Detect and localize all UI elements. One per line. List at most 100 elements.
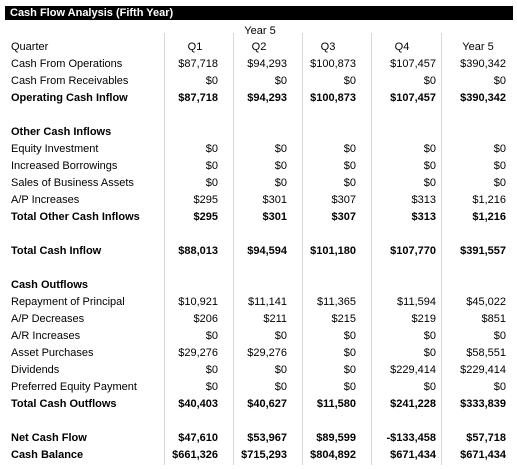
cell-q4: $0 xyxy=(423,160,436,172)
cell-q2: $53,967 xyxy=(247,432,287,444)
cell-year: $58,551 xyxy=(466,347,506,359)
row-label: Cash From Operations xyxy=(11,58,123,70)
row-label: Sales of Business Assets xyxy=(11,177,134,189)
cell-q3: $100,873 xyxy=(310,58,356,70)
cell-q3: $0 xyxy=(343,347,356,359)
cell-q1: $0 xyxy=(205,330,218,342)
table-row: A/P Increases $295 $301 $307 $313 $1,216 xyxy=(0,192,517,209)
cell-year: $671,434 xyxy=(460,449,506,461)
cell-q2: $0 xyxy=(274,143,287,155)
table-row: Equity Investment $0 $0 $0 $0 $0 xyxy=(0,141,517,158)
cell-q4: $0 xyxy=(423,381,436,393)
cell-q2: $94,293 xyxy=(247,58,287,70)
cell-q1: $0 xyxy=(205,160,218,172)
cell-q1: $0 xyxy=(205,75,218,87)
table-row: Cash Balance $661,326 $715,293 $804,892 … xyxy=(0,447,517,464)
cell-q1: $295 xyxy=(193,211,218,223)
cell-q4: $107,770 xyxy=(390,245,436,257)
header-q2: Q2 xyxy=(251,41,267,53)
report-title: Cash Flow Analysis (Fifth Year) xyxy=(5,6,513,20)
header-q3: Q3 xyxy=(320,41,336,53)
cell-q2: $40,627 xyxy=(247,398,287,410)
table-row: Increased Borrowings $0 $0 $0 $0 $0 xyxy=(0,158,517,175)
table-row: Net Cash Flow $47,610 $53,967 $89,599 -$… xyxy=(0,430,517,447)
table-row: Preferred Equity Payment $0 $0 $0 $0 $0 xyxy=(0,379,517,396)
cell-year: $45,022 xyxy=(466,296,506,308)
cell-q4: $219 xyxy=(411,313,436,325)
cell-q3: $0 xyxy=(343,177,356,189)
cell-q4: $107,457 xyxy=(390,58,436,70)
header-row: Quarter Q1 Q2 Q3 Q4 Year 5 xyxy=(0,39,517,56)
row-label: Cash Outflows xyxy=(11,279,89,291)
row-label: Asset Purchases xyxy=(11,347,94,359)
cell-q3: $0 xyxy=(343,160,356,172)
header-label: Quarter xyxy=(11,41,49,53)
cell-q4: $241,228 xyxy=(390,398,436,410)
cell-q4: $0 xyxy=(423,177,436,189)
cell-q4: $11,594 xyxy=(397,296,436,308)
row-label: Preferred Equity Payment xyxy=(11,381,137,393)
cell-q1: $0 xyxy=(205,177,218,189)
cell-q2: $301 xyxy=(262,194,287,206)
table-row: Total Cash Outflows $40,403 $40,627 $11,… xyxy=(0,396,517,413)
table-row: Dividends $0 $0 $0 $229,414 $229,414 xyxy=(0,362,517,379)
table-row: Cash From Receivables $0 $0 $0 $0 $0 xyxy=(0,73,517,90)
cell-q2: $0 xyxy=(274,330,287,342)
row-label: Cash Balance xyxy=(11,449,84,461)
row-label: Equity Investment xyxy=(11,143,99,155)
cell-q3: $0 xyxy=(343,381,356,393)
header-year: Year 5 xyxy=(462,41,494,53)
cell-year: $333,839 xyxy=(460,398,506,410)
cell-year: $0 xyxy=(493,160,506,172)
cell-q1: $0 xyxy=(205,364,218,376)
row-label: A/P Increases xyxy=(11,194,80,206)
table-row: Repayment of Principal $10,921 $11,141 $… xyxy=(0,294,517,311)
cell-q1: $0 xyxy=(205,143,218,155)
cell-q2: $0 xyxy=(274,160,287,172)
cell-q1: $661,326 xyxy=(172,449,218,461)
row-label: Dividends xyxy=(11,364,60,376)
cell-q2: $0 xyxy=(274,364,287,376)
column-divider xyxy=(441,33,442,465)
cell-q4: $313 xyxy=(411,211,436,223)
cell-q2: $94,594 xyxy=(247,245,287,257)
cell-q4: $671,434 xyxy=(390,449,436,461)
cell-year: $390,342 xyxy=(460,58,506,70)
cell-q1: $29,276 xyxy=(178,347,218,359)
row-label: Other Cash Inflows xyxy=(11,126,112,138)
cell-q3: $0 xyxy=(343,330,356,342)
cell-q2: $0 xyxy=(274,75,287,87)
cell-q3: $307 xyxy=(331,211,356,223)
row-label: A/P Decreases xyxy=(11,313,85,325)
table-row: Operating Cash Inflow $87,718 $94,293 $1… xyxy=(0,90,517,107)
cell-q2: $715,293 xyxy=(241,449,287,461)
table-row: Total Cash Inflow $88,013 $94,594 $101,1… xyxy=(0,243,517,260)
column-divider xyxy=(302,33,303,465)
cell-q1: $88,013 xyxy=(178,245,218,257)
cell-q3: $804,892 xyxy=(310,449,356,461)
cell-q1: $206 xyxy=(193,313,218,325)
cell-q2: $211 xyxy=(263,313,287,325)
row-label: Cash From Receivables xyxy=(11,75,129,87)
column-divider xyxy=(164,33,165,465)
row-label: Total Cash Inflow xyxy=(11,245,102,257)
cell-q4: $0 xyxy=(423,75,436,87)
cell-q2: $94,293 xyxy=(247,92,287,104)
cell-q1: $40,403 xyxy=(178,398,218,410)
cell-q1: $47,610 xyxy=(178,432,218,444)
table-row: Cash From Operations $87,718 $94,293 $10… xyxy=(0,56,517,73)
cell-year: $0 xyxy=(493,330,506,342)
cell-year: $0 xyxy=(493,381,506,393)
cell-q2: $0 xyxy=(274,381,287,393)
row-label: Total Other Cash Inflows xyxy=(11,211,140,223)
cell-q3: $215 xyxy=(331,313,356,325)
column-divider xyxy=(371,33,372,465)
row-label: Net Cash Flow xyxy=(11,432,87,444)
cell-year: $1,216 xyxy=(472,194,506,206)
row-label: Repayment of Principal xyxy=(11,296,125,308)
cell-q1: $87,718 xyxy=(178,92,218,104)
cell-q1: $0 xyxy=(205,381,218,393)
cell-q2: $0 xyxy=(274,177,287,189)
cell-year: $391,557 xyxy=(460,245,506,257)
cell-q4: $107,457 xyxy=(390,92,436,104)
